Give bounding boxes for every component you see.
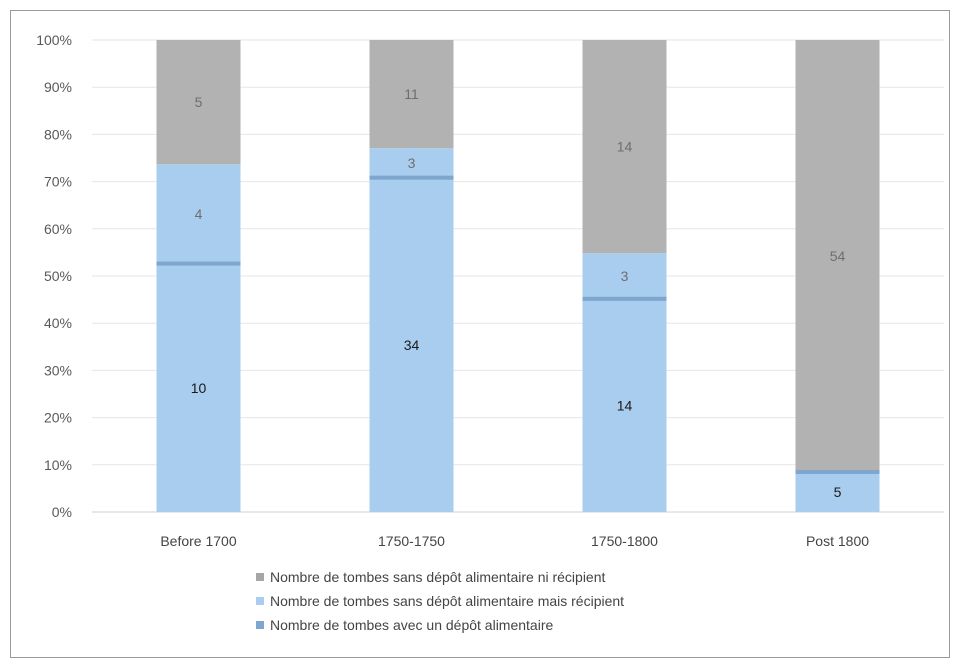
y-tick-label: 50%	[44, 268, 72, 284]
legend-label: Nombre de tombes avec un dépôt alimentai…	[270, 616, 554, 633]
bar-segment	[795, 40, 880, 472]
data-label: 4	[195, 206, 203, 222]
bar-segment	[582, 253, 667, 299]
data-label: 3	[621, 268, 629, 284]
bar-segment	[369, 148, 454, 178]
x-tick-label: Post 1800	[806, 533, 869, 549]
data-label: 14	[617, 397, 633, 413]
legend-item-food-deposit: Nombre de tombes avec un dépôt alimentai…	[256, 614, 624, 635]
x-tick-label: 1750-1750	[378, 533, 445, 549]
legend-item-no-food-no-container: Nombre de tombes sans dépôt alimentaire …	[256, 566, 624, 587]
bar-segment	[582, 298, 667, 512]
bar-segment	[369, 40, 454, 149]
bar-segment-food-deposit	[156, 261, 241, 266]
bar-segment	[156, 40, 241, 165]
data-label: 5	[195, 94, 203, 110]
chart-legend: Nombre de tombes sans dépôt alimentaire …	[256, 566, 624, 638]
data-label: 54	[830, 248, 846, 264]
legend-item-no-food-with-container: Nombre de tombes sans dépôt alimentaire …	[256, 590, 624, 611]
bar-segment	[582, 40, 667, 254]
bar-segment-food-deposit	[582, 296, 667, 301]
bar-segment	[156, 263, 241, 512]
legend-swatch	[256, 620, 264, 629]
y-tick-label: 60%	[44, 221, 72, 237]
legend-swatch	[256, 572, 264, 581]
data-label: 34	[404, 337, 420, 353]
legend-label: Nombre de tombes sans dépôt alimentaire …	[270, 592, 625, 609]
bar-segment	[795, 472, 880, 512]
y-tick-label: 0%	[52, 504, 72, 520]
bar-segment	[156, 164, 241, 264]
data-label: 5	[834, 484, 842, 500]
legend-label: Nombre de tombes sans dépôt alimentaire …	[270, 568, 606, 585]
x-tick-label: Before 1700	[160, 533, 236, 549]
data-label: 3	[408, 155, 416, 171]
y-tick-label: 70%	[44, 174, 72, 190]
data-label: 10	[191, 380, 207, 396]
y-tick-label: 40%	[44, 315, 72, 331]
bar-segment-food-deposit	[369, 175, 454, 180]
y-tick-label: 30%	[44, 362, 72, 378]
y-tick-label: 20%	[44, 410, 72, 426]
data-label: 11	[404, 86, 419, 102]
y-tick-label: 100%	[36, 32, 72, 48]
y-tick-label: 10%	[44, 457, 72, 473]
legend-swatch	[256, 596, 264, 605]
bar-segment	[369, 177, 454, 512]
bar-segment-food-deposit	[795, 470, 880, 474]
data-label: 14	[617, 139, 633, 155]
y-tick-label: 80%	[44, 126, 72, 142]
y-tick-label: 90%	[44, 79, 72, 95]
x-tick-label: 1750-1800	[591, 533, 658, 549]
